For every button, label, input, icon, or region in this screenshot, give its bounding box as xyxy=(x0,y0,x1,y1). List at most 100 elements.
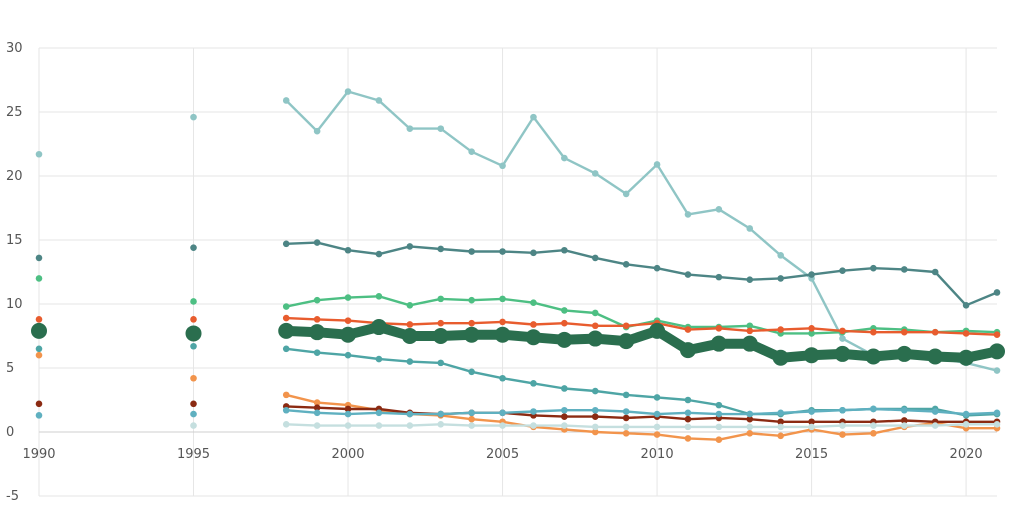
data-point xyxy=(870,422,877,429)
data-point xyxy=(684,271,692,278)
data-point xyxy=(344,294,352,301)
data-point xyxy=(653,264,661,272)
x-tick-label: 2010 xyxy=(641,447,674,462)
data-point xyxy=(313,239,321,246)
data-point xyxy=(344,246,352,254)
data-point xyxy=(622,408,630,415)
data-point xyxy=(530,249,537,257)
x-tick-label: 2020 xyxy=(950,447,983,462)
data-point xyxy=(375,250,383,258)
data-point xyxy=(900,266,908,273)
data-point xyxy=(715,410,723,418)
data-point xyxy=(777,275,784,282)
data-point xyxy=(190,422,197,429)
data-point xyxy=(896,345,913,362)
data-point xyxy=(468,409,475,417)
data-point xyxy=(993,367,1001,374)
data-point xyxy=(715,205,723,213)
data-point xyxy=(401,328,418,344)
series-series-i xyxy=(35,405,1001,419)
series-series-e xyxy=(31,319,1005,366)
data-point xyxy=(746,429,754,437)
data-point xyxy=(344,317,352,324)
data-point xyxy=(870,405,877,413)
y-tick-label: 0 xyxy=(6,425,14,440)
data-point xyxy=(591,309,599,317)
x-tick-label: 1995 xyxy=(177,447,210,462)
data-point xyxy=(499,248,506,255)
y-tick-label: -5 xyxy=(6,489,19,504)
data-point xyxy=(591,322,599,330)
data-point xyxy=(746,276,754,283)
data-point xyxy=(653,394,661,401)
data-point xyxy=(993,289,1001,296)
data-point xyxy=(684,326,692,333)
data-point xyxy=(746,225,754,232)
data-point xyxy=(309,324,326,341)
data-point xyxy=(900,422,908,429)
data-point xyxy=(282,97,290,104)
data-point xyxy=(622,423,630,431)
x-tick-label: 2000 xyxy=(331,447,364,462)
data-point xyxy=(839,267,846,275)
data-point xyxy=(282,240,290,248)
data-point xyxy=(587,330,604,347)
y-tick-label: 15 xyxy=(6,233,23,248)
data-point xyxy=(406,422,414,429)
data-point xyxy=(962,410,970,418)
data-point xyxy=(35,412,43,419)
data-point xyxy=(989,343,1005,360)
data-point xyxy=(684,396,692,404)
data-point xyxy=(190,316,197,323)
y-tick-label: 30 xyxy=(6,41,23,56)
data-point xyxy=(684,423,692,431)
data-point xyxy=(190,410,197,418)
data-point xyxy=(530,299,537,307)
x-tick-label: 2015 xyxy=(795,447,828,462)
data-point xyxy=(808,408,815,415)
y-tick-label: 25 xyxy=(6,105,23,120)
data-point xyxy=(715,436,723,443)
data-point xyxy=(313,404,321,411)
data-point xyxy=(715,401,723,409)
data-point xyxy=(561,319,568,327)
data-point xyxy=(499,295,506,303)
data-point xyxy=(900,328,908,336)
data-point xyxy=(870,264,877,272)
data-point xyxy=(746,327,754,335)
gridlines xyxy=(38,47,997,497)
data-point xyxy=(282,303,290,310)
data-point xyxy=(684,415,692,423)
series-series-d xyxy=(35,314,1001,339)
data-point xyxy=(525,329,542,346)
data-point xyxy=(777,409,784,417)
data-point xyxy=(437,421,445,428)
data-point xyxy=(437,410,445,418)
data-point xyxy=(35,345,43,353)
data-point xyxy=(437,319,445,327)
data-point xyxy=(591,423,599,431)
data-point xyxy=(834,345,851,362)
data-point xyxy=(344,351,352,359)
data-point xyxy=(777,326,784,333)
data-point xyxy=(190,342,197,350)
data-point xyxy=(499,422,506,429)
data-point xyxy=(900,406,908,414)
data-point xyxy=(530,408,537,415)
data-point xyxy=(622,414,630,422)
data-point xyxy=(561,154,568,162)
data-point xyxy=(591,413,599,420)
data-point xyxy=(313,422,321,429)
data-point xyxy=(561,422,568,429)
data-point xyxy=(313,399,321,406)
data-point xyxy=(777,418,784,426)
data-point xyxy=(468,296,475,304)
data-point xyxy=(282,406,290,414)
data-point xyxy=(406,301,414,309)
data-point xyxy=(931,328,939,336)
data-point xyxy=(653,161,661,168)
data-point xyxy=(622,261,630,268)
data-point xyxy=(313,127,321,135)
data-point xyxy=(344,410,352,418)
series-series-g xyxy=(35,351,1001,443)
